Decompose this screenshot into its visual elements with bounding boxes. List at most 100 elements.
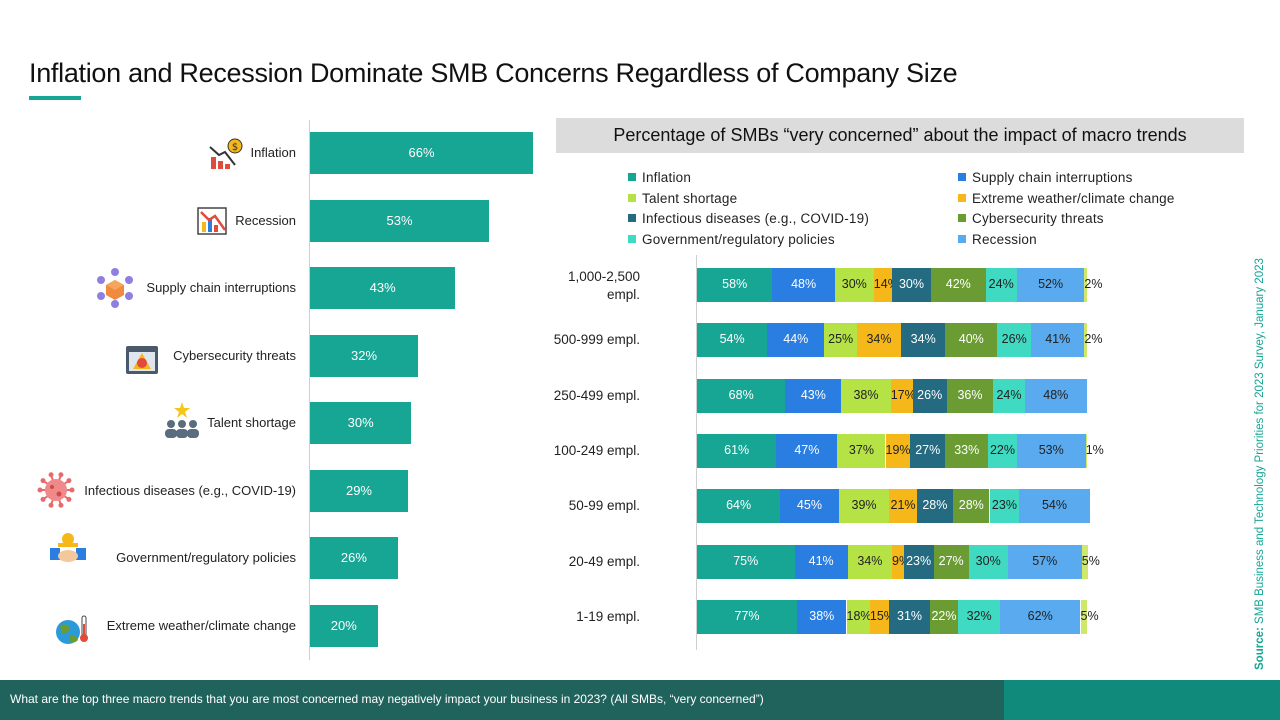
segment-value-label: 18% <box>846 608 872 623</box>
concern-label: Talent shortage <box>207 415 296 430</box>
legend-label: Supply chain interruptions <box>972 170 1133 185</box>
segment-value-label: 52% <box>1038 277 1064 291</box>
stacked-segment: 62% <box>999 599 1081 634</box>
stacked-segment: 24% <box>985 268 1017 302</box>
legend-swatch <box>958 173 966 181</box>
stacked-segment: 39% <box>838 489 890 524</box>
legend-label: Government/regulatory policies <box>642 231 835 247</box>
segment-value-label: 32% <box>966 608 992 623</box>
legend-swatch <box>628 234 636 243</box>
concern-bar: 32% <box>310 334 419 377</box>
stacked-segment: 68% <box>697 378 786 413</box>
stacked-segment: 30% <box>892 268 931 302</box>
segment-value-label: 34% <box>910 332 936 347</box>
legend-item: Cybersecurity threats <box>958 211 1104 226</box>
segment-value-label: 5% <box>1081 553 1100 568</box>
stacked-segment: 40% <box>945 323 998 358</box>
segment-value-label: 62% <box>1027 608 1053 623</box>
stacked-segment: 36% <box>946 378 994 413</box>
concern-bar: 53% <box>310 199 490 242</box>
top-concerns-chart: Inflation $66% Recession 53% Supply chain in… <box>0 0 560 670</box>
stacked-segment: 54% <box>697 323 768 358</box>
concern-value-label: 32% <box>351 347 378 363</box>
stacked-segment: 2% <box>1084 268 1102 302</box>
stacked-segment: 5% <box>1081 544 1100 579</box>
segment-value-label: 21% <box>890 498 916 513</box>
concern-value-label: 53% <box>386 212 413 228</box>
stacked-segment: 30% <box>834 268 874 302</box>
stacked-segment: 34% <box>901 323 946 358</box>
stacked-segment: 32% <box>958 599 1000 634</box>
stacked-segment: 64% <box>697 489 781 524</box>
stacked-segment: 42% <box>931 268 986 302</box>
segment-value-label: 30% <box>841 277 867 291</box>
segment-value-label: 64% <box>726 498 752 513</box>
stacked-segment: 22% <box>929 599 959 634</box>
stacked-segment: 41% <box>794 544 848 579</box>
legend-swatch <box>958 234 966 243</box>
concern-bar: 30% <box>310 402 412 444</box>
segment-value-label: 30% <box>898 277 925 291</box>
virus-icon <box>36 470 76 510</box>
stacked-segment: 44% <box>767 323 825 358</box>
concern-row: Recession 53% <box>0 199 560 244</box>
segment-value-label: 31% <box>897 608 923 623</box>
stacked-segment: 61% <box>697 433 777 468</box>
legend-swatch <box>628 173 636 181</box>
segment-value-label: 28% <box>922 498 948 513</box>
concern-row: Extreme weather/climate change 20% <box>0 604 560 649</box>
concern-bar: 20% <box>310 604 378 647</box>
segment-value-label: 30% <box>975 553 1001 568</box>
company-size-label: 20-49 empl. <box>568 553 640 569</box>
legend-item: Extreme weather/climate change <box>958 191 1175 206</box>
stacked-segment: 45% <box>780 489 839 524</box>
segment-value-label: 23% <box>906 553 932 568</box>
concern-label: Inflation <box>250 145 296 160</box>
stacked-segment: 38% <box>797 599 847 634</box>
stacked-segment: 58% <box>697 268 773 302</box>
concern-bar: 26% <box>310 537 398 579</box>
svg-text:$: $ <box>232 142 238 153</box>
company-size-label: 1-19 empl. <box>576 608 640 624</box>
stacked-segment: 38% <box>841 378 891 413</box>
stacked-segment: 22% <box>988 433 1017 468</box>
government-icon <box>48 530 88 570</box>
stacked-segment: 52% <box>1016 268 1085 302</box>
concern-row: Government/regulatory policies 26% <box>0 533 560 581</box>
segment-value-label: 54% <box>719 332 745 347</box>
stacked-segment: 77% <box>697 599 798 634</box>
recession-icon <box>193 200 233 240</box>
stacked-segment: 28% <box>916 489 954 524</box>
source-text: SMB Business and Technology Priorities f… <box>1254 258 1266 628</box>
company-size-label: 100-249 empl. <box>553 442 640 458</box>
legend-item: Recession <box>958 232 1037 247</box>
supply-chain-icon <box>95 268 135 308</box>
footer-accent <box>1004 680 1280 720</box>
segment-value-label: 26% <box>1001 332 1027 347</box>
stacked-segment: 26% <box>997 323 1032 358</box>
segment-value-label: 41% <box>1045 332 1071 347</box>
segment-value-label: 33% <box>954 442 980 457</box>
segment-value-label: 28% <box>958 498 984 513</box>
stacked-segment: 34% <box>856 323 902 358</box>
legend-label: Inflation <box>642 170 692 185</box>
segment-value-label: 53% <box>1038 442 1064 457</box>
segment-value-label: 24% <box>988 277 1014 291</box>
stacked-segment: 57% <box>1007 544 1082 579</box>
segment-value-label: 14% <box>873 277 899 291</box>
segment-value-label: 27% <box>915 442 941 457</box>
stacked-segment: 28% <box>953 489 990 524</box>
stacked-segment: 18% <box>846 599 872 634</box>
legend-item: Talent shortage <box>628 191 737 206</box>
stacked-segment: 43% <box>785 378 842 413</box>
right-chart-axis <box>696 255 697 650</box>
stacked-segment: 34% <box>847 544 892 579</box>
legend-swatch <box>958 214 966 222</box>
stacked-segment: 14% <box>873 268 899 302</box>
concern-label: Government/regulatory policies <box>116 550 296 565</box>
legend-item: Inflation <box>628 170 691 185</box>
concern-bar: 43% <box>310 267 456 309</box>
stacked-segment: 53% <box>1016 433 1086 468</box>
stacked-segment: 5% <box>1080 599 1099 634</box>
stacked-segment: 23% <box>903 544 934 579</box>
